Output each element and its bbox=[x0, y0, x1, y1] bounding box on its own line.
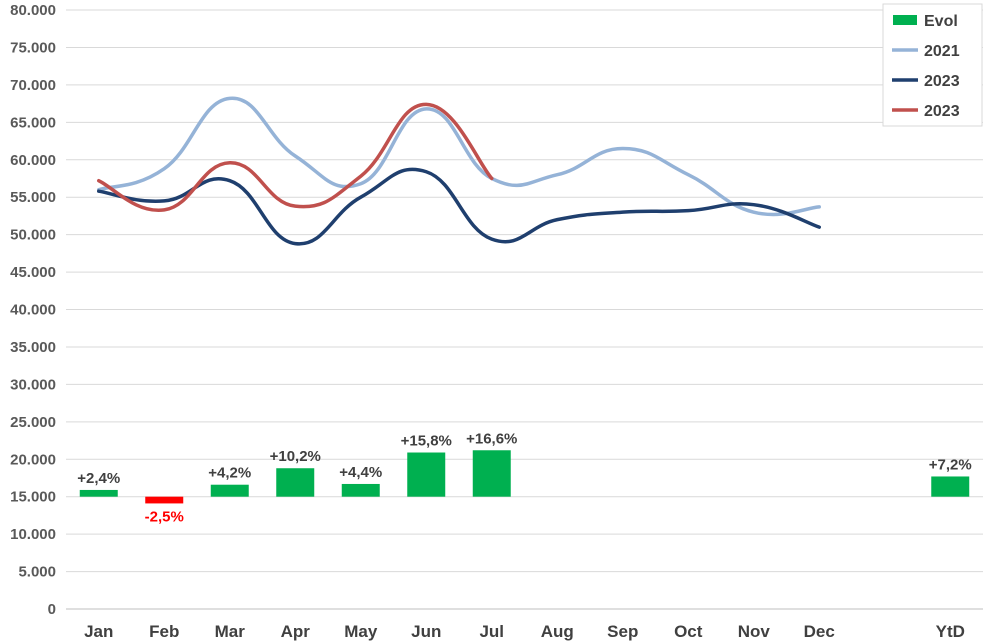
y-tick-label: 15.000 bbox=[10, 489, 56, 506]
legend-label: 2021 bbox=[924, 43, 960, 60]
bar bbox=[407, 452, 446, 497]
y-tick-label: 10.000 bbox=[10, 526, 56, 543]
bar-data-label: +4,2% bbox=[208, 465, 251, 482]
bar-data-label: +7,2% bbox=[929, 456, 972, 473]
x-tick-label: Apr bbox=[281, 622, 311, 641]
x-tick-label: Feb bbox=[149, 622, 179, 641]
series-line bbox=[97, 167, 821, 246]
x-tick-label: Oct bbox=[674, 622, 703, 641]
data-label-layer: +2,4% -2,5% +4,2% +10,2% +4,4% +15,8% +16,6% +7… bbox=[77, 430, 971, 525]
y-tick-label: 80.000 bbox=[10, 2, 56, 19]
y-tick-label: 25.000 bbox=[10, 414, 56, 431]
y-tick-label: 45.000 bbox=[10, 264, 56, 281]
y-tick-label: 30.000 bbox=[10, 376, 56, 393]
bar-data-label: +4,4% bbox=[339, 464, 382, 481]
y-tick-label: 5.000 bbox=[18, 564, 56, 581]
bar bbox=[341, 483, 380, 497]
bar-layer bbox=[79, 450, 970, 504]
x-tick-label: Sep bbox=[607, 622, 638, 641]
bar bbox=[472, 450, 511, 497]
legend-label: Evol bbox=[924, 13, 958, 30]
legend-swatch bbox=[893, 15, 917, 25]
bar bbox=[145, 496, 184, 504]
bar-data-label: -2,5% bbox=[145, 508, 184, 525]
y-tick-label: 60.000 bbox=[10, 152, 56, 169]
bar bbox=[210, 484, 249, 497]
line-layer bbox=[97, 96, 821, 246]
series-line bbox=[97, 102, 494, 212]
x-tick-label: Jul bbox=[479, 622, 504, 641]
x-tick-label: Aug bbox=[541, 622, 574, 641]
bar-data-label: +10,2% bbox=[270, 448, 321, 465]
series-line bbox=[97, 96, 821, 217]
x-axis-ticks: Jan Feb Mar Apr May Jun Jul Aug Sep Oct Nov Dec YtD bbox=[84, 622, 965, 641]
bar bbox=[276, 468, 315, 497]
x-tick-label: Dec bbox=[804, 622, 835, 641]
y-tick-label: 65.000 bbox=[10, 114, 56, 131]
x-tick-label: Jun bbox=[411, 622, 441, 641]
y-tick-label: 35.000 bbox=[10, 339, 56, 356]
y-tick-label: 55.000 bbox=[10, 189, 56, 206]
y-axis-ticks: 0 5.000 10.000 15.000 20.000 25.000 30.000 35.0… bbox=[10, 2, 56, 618]
bar bbox=[931, 476, 970, 497]
bar bbox=[79, 489, 118, 497]
bar-data-label: +2,4% bbox=[77, 470, 120, 487]
x-tick-label: YtD bbox=[936, 622, 965, 641]
y-tick-label: 0 bbox=[48, 601, 56, 618]
bar-data-label: +16,6% bbox=[466, 430, 517, 447]
x-tick-label: Jan bbox=[84, 622, 113, 641]
legend: Evol 2021 2023 2023 bbox=[882, 3, 983, 127]
y-tick-label: 75.000 bbox=[10, 39, 56, 56]
x-tick-label: Nov bbox=[738, 622, 771, 641]
legend-label: 2023 bbox=[924, 73, 960, 90]
bar-data-label: +15,8% bbox=[401, 433, 452, 450]
x-tick-label: May bbox=[344, 622, 378, 641]
y-tick-label: 20.000 bbox=[10, 451, 56, 468]
y-tick-label: 70.000 bbox=[10, 77, 56, 94]
x-tick-label: Mar bbox=[215, 622, 246, 641]
grid-layer bbox=[66, 9, 983, 610]
y-tick-label: 50.000 bbox=[10, 227, 56, 244]
y-tick-label: 40.000 bbox=[10, 302, 56, 319]
legend-label: 2023 bbox=[924, 103, 960, 120]
